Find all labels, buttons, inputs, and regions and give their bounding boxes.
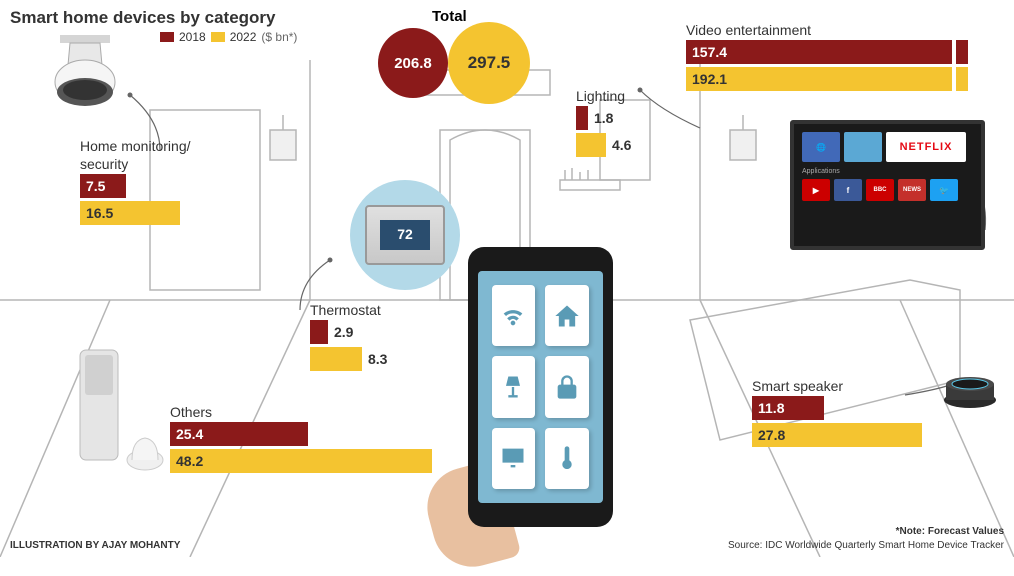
tv-tile: ▶ — [802, 179, 830, 201]
total-circle-2018: 206.8 — [378, 28, 448, 98]
tv-section-label: Applications — [802, 168, 973, 175]
value-2018: 11.8 — [752, 396, 824, 420]
smart-speaker-image — [940, 370, 1000, 410]
tv-tile: BBC — [866, 179, 894, 201]
category-thermostat: Thermostat 2.9 8.3 — [310, 302, 387, 374]
value-2018: 157.4 — [686, 40, 952, 64]
swatch-2022 — [211, 32, 225, 42]
category-others: Others 25.4 48.2 — [170, 404, 432, 476]
value-2018: 25.4 — [170, 422, 308, 446]
category-security: Home monitoring/security 7.5 16.5 — [80, 138, 191, 228]
app-thermometer-icon — [545, 428, 589, 489]
security-camera-image — [20, 30, 140, 130]
value-2022: 27.8 — [752, 423, 922, 447]
category-label: Video entertainment — [686, 22, 968, 38]
total-2018-value: 206.8 — [394, 55, 432, 72]
total-circle-2022: 297.5 — [448, 22, 530, 104]
value-2022: 8.3 — [368, 351, 387, 367]
legend: 2018 2022 ($ bn*) — [160, 30, 297, 44]
smart-device-image — [50, 330, 170, 480]
category-label: Lighting — [576, 88, 631, 104]
smart-tv-image: 🌐 NETFLIX Applications ▶ f BBC NEWS 🐦 — [790, 120, 985, 250]
category-lighting: Lighting 1.8 4.6 — [576, 88, 631, 160]
chart-title: Smart home devices by category — [10, 8, 276, 28]
category-label: Thermostat — [310, 302, 387, 318]
tv-tile: NEWS — [898, 179, 926, 201]
tv-tile: f — [834, 179, 862, 201]
legend-unit: ($ bn*) — [261, 30, 297, 44]
tv-netflix-tile: NETFLIX — [886, 132, 966, 162]
app-wifi-icon — [492, 285, 536, 346]
forecast-note: *Note: Forecast Values — [896, 526, 1004, 537]
category-label: Home monitoring/ — [80, 138, 191, 154]
tv-tile — [844, 132, 882, 162]
total-label: Total — [432, 8, 467, 25]
total-2022-value: 297.5 — [468, 53, 511, 73]
value-2022: 48.2 — [170, 449, 432, 473]
category-label: Others — [170, 404, 432, 420]
app-lock-icon — [545, 356, 589, 417]
value-2018: 1.8 — [594, 110, 613, 126]
smartphone-image — [440, 247, 640, 557]
value-2022: 16.5 — [80, 201, 180, 225]
category-speaker: Smart speaker 11.8 27.8 — [752, 378, 922, 450]
app-monitor-icon — [492, 428, 536, 489]
source-credit: Source: IDC Worldwide Quarterly Smart Ho… — [728, 540, 1004, 551]
category-label: Smart speaker — [752, 378, 922, 394]
tv-tile: 🐦 — [930, 179, 958, 201]
legend-2022: 2022 — [230, 30, 257, 44]
app-home-icon — [545, 285, 589, 346]
value-2018: 2.9 — [334, 324, 353, 340]
tv-tile: 🌐 — [802, 132, 840, 162]
legend-2018: 2018 — [179, 30, 206, 44]
swatch-2018 — [160, 32, 174, 42]
category-label: security — [80, 156, 191, 172]
illustrator-credit: ILLUSTRATION BY AJAY MOHANTY — [10, 540, 180, 551]
value-2022: 4.6 — [612, 137, 631, 153]
value-2022: 192.1 — [686, 67, 952, 91]
svg-text:72: 72 — [397, 226, 413, 242]
category-video: Video entertainment 157.4 192.1 — [686, 22, 968, 94]
app-lamp-icon — [492, 356, 536, 417]
value-2018: 7.5 — [80, 174, 126, 198]
